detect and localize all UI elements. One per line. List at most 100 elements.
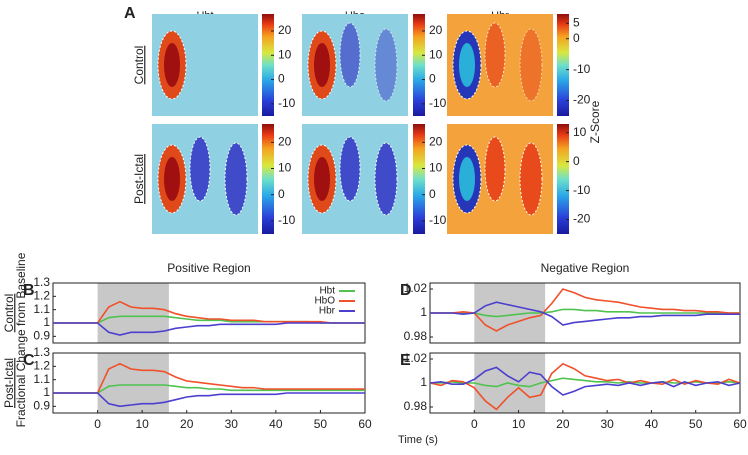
x-axis-label: Time (s) <box>398 434 438 446</box>
y-tick-label: 0.98 <box>404 399 428 413</box>
colorbar-tick-label: 20 <box>429 135 443 149</box>
colorbar-tick-label: 20 <box>429 23 443 37</box>
colorbar-tick-label: 10 <box>429 47 443 61</box>
y-tick-label: 1.3 <box>33 345 50 359</box>
y-tick-label: 1.02 <box>404 351 428 365</box>
colorbar-tick-label: 0 <box>573 31 580 45</box>
colorbar-tick-label: -20 <box>573 93 591 107</box>
map-blob <box>484 136 506 202</box>
colorbar-tick-label: 10 <box>278 161 292 175</box>
row-label: Post-Ictal <box>132 154 146 204</box>
series-line <box>53 384 365 394</box>
series-line <box>430 308 740 318</box>
series-line <box>53 300 365 324</box>
colorbar-tick-label: 10 <box>573 125 587 139</box>
x-tick-label: 50 <box>689 417 703 431</box>
x-tick-label: 40 <box>269 417 283 431</box>
x-tick-label: 40 <box>645 417 659 431</box>
map-blob <box>374 28 398 102</box>
panel-label: A <box>124 5 136 22</box>
colorbar <box>557 14 569 116</box>
map-blob <box>459 43 475 87</box>
colorbar-tick-label: 20 <box>278 135 292 149</box>
map-blob <box>339 22 361 88</box>
colorbar-tick-label: 0 <box>573 154 580 168</box>
series-line <box>430 301 740 326</box>
colorbar <box>413 124 425 234</box>
colorbar-tick-label: -10 <box>278 96 296 110</box>
colorbar-tick-label: 0 <box>278 72 285 86</box>
colorbar-tick-label: -10 <box>573 62 591 76</box>
x-tick-label: 30 <box>225 417 239 431</box>
y-tick-label: 1 <box>420 305 427 319</box>
colorbar-tick-label: -10 <box>278 213 296 227</box>
legend-label: Hbr <box>319 306 336 317</box>
panel-label: C <box>23 352 35 369</box>
colorbar <box>262 14 274 116</box>
colorbar <box>413 14 425 116</box>
y-tick-label: 0.9 <box>33 399 50 413</box>
y-tick-label: 1.02 <box>404 281 428 295</box>
plot-frame <box>52 282 366 344</box>
colorbar <box>262 124 274 234</box>
map-blob <box>164 157 180 201</box>
colorbar-tick-label: -10 <box>429 96 447 110</box>
colorbar-tick-label: -20 <box>573 212 591 226</box>
x-tick-label: 0 <box>94 417 101 431</box>
series-line <box>53 322 365 336</box>
x-tick-label: 0 <box>471 417 478 431</box>
x-tick-label: 50 <box>314 417 328 431</box>
row-label: Post-Ictal <box>2 358 16 408</box>
map-blob <box>484 22 506 88</box>
series-line <box>430 288 740 332</box>
colorbar-tick-label: 0 <box>429 187 436 201</box>
series-line <box>429 366 741 396</box>
map-blob <box>519 28 543 102</box>
panel-label: D <box>400 282 412 299</box>
y-tick-label: 1.3 <box>33 275 50 289</box>
x-tick-label: 10 <box>512 417 526 431</box>
colorbar-tick-label: -10 <box>573 183 591 197</box>
series-line <box>53 392 365 408</box>
y-tick-label: 1 <box>43 385 50 399</box>
colorbar <box>557 124 569 234</box>
map-blob <box>224 142 248 216</box>
stimulus-shade <box>97 283 169 343</box>
colorbar-label: Z-Score <box>588 100 602 143</box>
colorbar-tick-label: 0 <box>278 187 285 201</box>
colorbar-tick-label: 0 <box>429 72 436 86</box>
chart-title: Positive Region <box>167 261 250 275</box>
map-blob <box>314 157 330 201</box>
y-tick-label: 1 <box>420 375 427 389</box>
y-tick-label: 1 <box>43 315 50 329</box>
map-blob <box>519 142 543 216</box>
plot-frame <box>52 352 366 414</box>
map-blob <box>374 142 398 216</box>
row-label: Control <box>132 46 146 85</box>
y-tick-label: 1.1 <box>33 372 50 386</box>
y-tick-label: 0.98 <box>404 329 428 343</box>
legend-label: Hbt <box>319 286 335 297</box>
panel-label: E <box>400 352 411 369</box>
x-tick-label: 20 <box>180 417 194 431</box>
x-tick-label: 20 <box>556 417 570 431</box>
x-tick-label: 10 <box>135 417 149 431</box>
chart-title: Negative Region <box>541 261 630 275</box>
y-tick-label: 0.9 <box>33 329 50 343</box>
colorbar-tick-label: 5 <box>573 15 580 29</box>
y-tick-label: 1.1 <box>33 302 50 316</box>
row-label: Control <box>2 294 16 333</box>
colorbar-tick-label: 20 <box>278 23 292 37</box>
y-tick-label: 1.2 <box>33 359 50 373</box>
map-blob <box>339 136 361 202</box>
map-blob <box>459 157 475 201</box>
x-tick-label: 60 <box>358 417 372 431</box>
panel-label: B <box>23 282 35 299</box>
y-tick-label: 1.2 <box>33 289 50 303</box>
legend-label: HbO <box>314 296 335 307</box>
colorbar-tick-label: 10 <box>429 161 443 175</box>
y-axis-label: Fractional Change from Baseline <box>14 252 28 427</box>
colorbar-tick-label: -10 <box>429 213 447 227</box>
x-tick-label: 60 <box>733 417 747 431</box>
